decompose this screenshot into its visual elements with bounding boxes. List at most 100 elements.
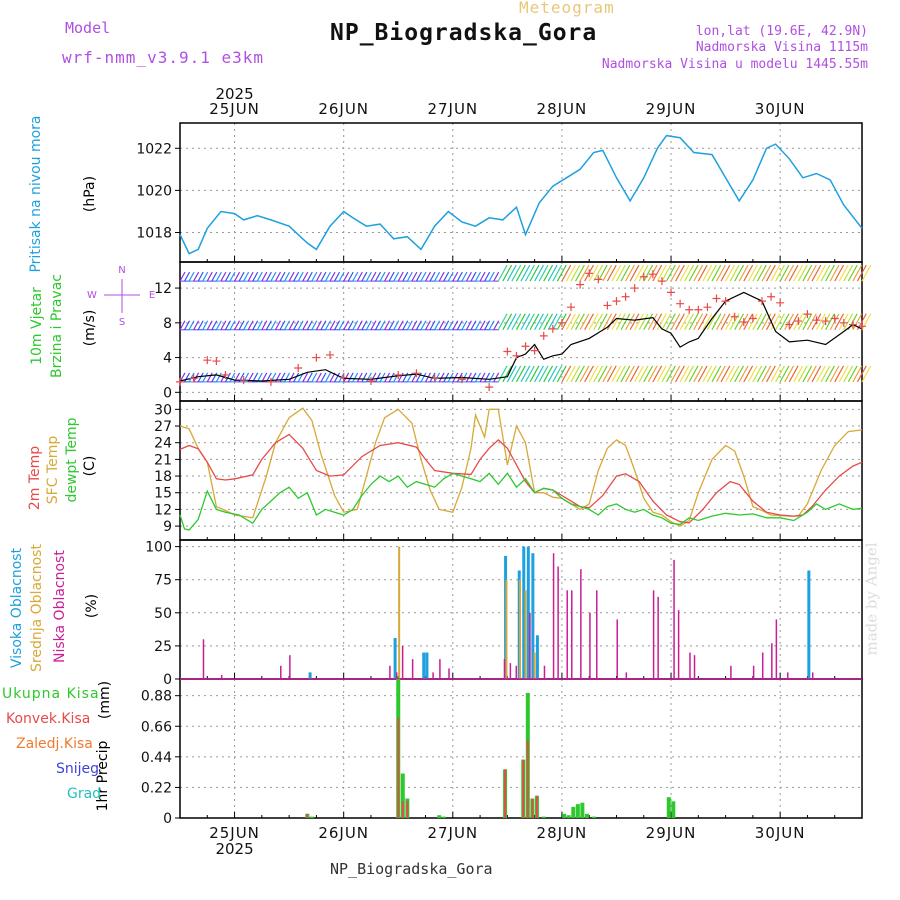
wind-barb-2-105 — [656, 264, 667, 282]
wind-barb-2-57 — [438, 271, 445, 282]
wind-barb-1-78 — [534, 313, 544, 331]
wind-barb-1-106 — [661, 313, 672, 331]
wind-barb-0-110 — [679, 365, 690, 383]
wind-barb-1-16 — [252, 320, 259, 331]
wind-barb-0-103 — [647, 365, 658, 383]
wind-barb-0-83 — [556, 365, 567, 383]
wind-barb-2-38 — [352, 271, 359, 282]
wind-barb-1-57 — [438, 320, 445, 331]
wind-barb-0-49 — [402, 372, 409, 383]
wind-barb-1-71 — [502, 313, 513, 331]
ytick-label-precip-1: 0.22 — [141, 780, 172, 796]
wind-gust-marker-15 — [457, 375, 466, 384]
wind-barb-0-102 — [643, 365, 654, 383]
wind-barb-1-10 — [224, 320, 231, 331]
total-rain-bar-1 — [309, 816, 314, 818]
wind-gust-marker-55 — [848, 320, 857, 329]
wind-barb-1-97 — [620, 313, 631, 331]
total-rain-bar-21 — [671, 801, 676, 818]
wind-barb-0-121 — [729, 365, 740, 383]
wind-barb-0-29 — [311, 372, 318, 383]
wind-barb-0-7 — [211, 372, 218, 383]
wind-barb-2-127 — [756, 264, 767, 282]
wind-gust-marker-27 — [594, 275, 603, 284]
wind-barb-0-106 — [661, 365, 672, 383]
low-cloud-bar-21 — [589, 612, 591, 679]
wind-barb-2-91 — [593, 264, 604, 282]
wind-barb-1-91 — [593, 313, 604, 331]
wind-barb-2-129 — [765, 264, 776, 282]
ytick-label-wind-0: 0 — [163, 385, 172, 401]
wind-barb-0-10 — [224, 372, 231, 383]
wind-barb-0-111 — [684, 365, 695, 383]
wind-barb-2-87 — [575, 264, 585, 282]
wind-barb-1-92 — [597, 313, 608, 331]
wind-barb-2-134 — [788, 264, 799, 282]
wind-barb-2-50 — [406, 271, 413, 282]
conv-rain-bar-4 — [504, 769, 507, 818]
wind-barb-1-19 — [265, 320, 272, 331]
wind-barb-2-36 — [343, 271, 350, 282]
wind-gust-marker-33 — [648, 270, 657, 279]
wind-barb-0-40 — [361, 372, 368, 383]
wind-barb-2-128 — [761, 264, 772, 282]
wind-barb-0-140 — [816, 365, 826, 383]
wind-gust-marker-38 — [694, 305, 703, 314]
wind-barb-1-24 — [288, 320, 295, 331]
wind-barb-2-144 — [834, 264, 845, 282]
wind-gust-marker-3 — [212, 357, 221, 366]
day-label-bottom-0: 25JUN — [209, 824, 260, 842]
wind-gust-marker-26 — [585, 269, 594, 278]
wind-barb-1-119 — [720, 313, 731, 331]
mid-cloud-bar-4 — [533, 652, 536, 679]
wind-gust-marker-7 — [294, 363, 303, 372]
wind-barb-1-126 — [752, 313, 763, 331]
wind-barb-0-116 — [706, 365, 717, 383]
total-rain-bar-20 — [666, 797, 671, 818]
wind-barb-1-18 — [261, 320, 268, 331]
wind-gust-marker-13 — [412, 369, 421, 378]
wind-barb-1-94 — [606, 313, 617, 331]
wind-barb-0-90 — [588, 365, 599, 383]
temp-unit-label: (C) — [82, 455, 98, 477]
wind-barb-0-43 — [374, 372, 381, 383]
wind-gust-marker-32 — [639, 272, 648, 281]
wind-barb-0-2 — [188, 372, 195, 383]
wind-barb-2-81 — [547, 264, 558, 282]
wind-barb-2-114 — [697, 264, 708, 282]
wind-barb-2-8 — [215, 271, 222, 282]
wind-barb-0-86 — [570, 365, 581, 383]
wind-barb-2-0 — [179, 271, 186, 282]
wind-barb-2-41 — [365, 271, 372, 282]
low-cloud-bar-7 — [411, 659, 414, 679]
wind-barb-1-77 — [529, 313, 540, 331]
wind-barb-2-92 — [597, 264, 608, 282]
wind-barb-1-104 — [652, 313, 663, 331]
low-cloud-bar-10 — [448, 668, 450, 679]
high-cloud-bar-9 — [535, 635, 539, 679]
wind-barb-0-30 — [315, 372, 322, 383]
legend-snow: Snijeg — [56, 761, 100, 777]
wind-barb-1-40 — [361, 320, 368, 331]
wind-barb-2-35 — [338, 271, 345, 282]
wind-barb-1-9 — [220, 320, 227, 331]
wind-barb-0-130 — [770, 365, 781, 383]
total-rain-bar-6 — [441, 816, 446, 818]
wind-barb-0-31 — [320, 372, 327, 383]
wind-barb-1-88 — [579, 313, 590, 331]
wind-gust-marker-17 — [503, 347, 512, 356]
wind-barb-0-34 — [334, 372, 341, 383]
wind-barb-0-80 — [543, 365, 554, 383]
wind-barb-1-15 — [247, 320, 254, 331]
wind-barb-0-11 — [229, 372, 236, 383]
wind-barb-0-56 — [434, 372, 441, 383]
top-label: Meteogram — [519, 0, 615, 17]
wind-gust-marker-1 — [189, 374, 198, 383]
wind-barb-0-123 — [738, 365, 749, 383]
wind-barb-1-73 — [511, 313, 522, 331]
wind-barb-2-28 — [306, 271, 313, 282]
wind-barb-0-8 — [215, 372, 222, 383]
wind-barb-2-88 — [579, 264, 590, 282]
wind-barb-2-145 — [838, 264, 849, 282]
wind-barb-1-132 — [779, 313, 790, 331]
